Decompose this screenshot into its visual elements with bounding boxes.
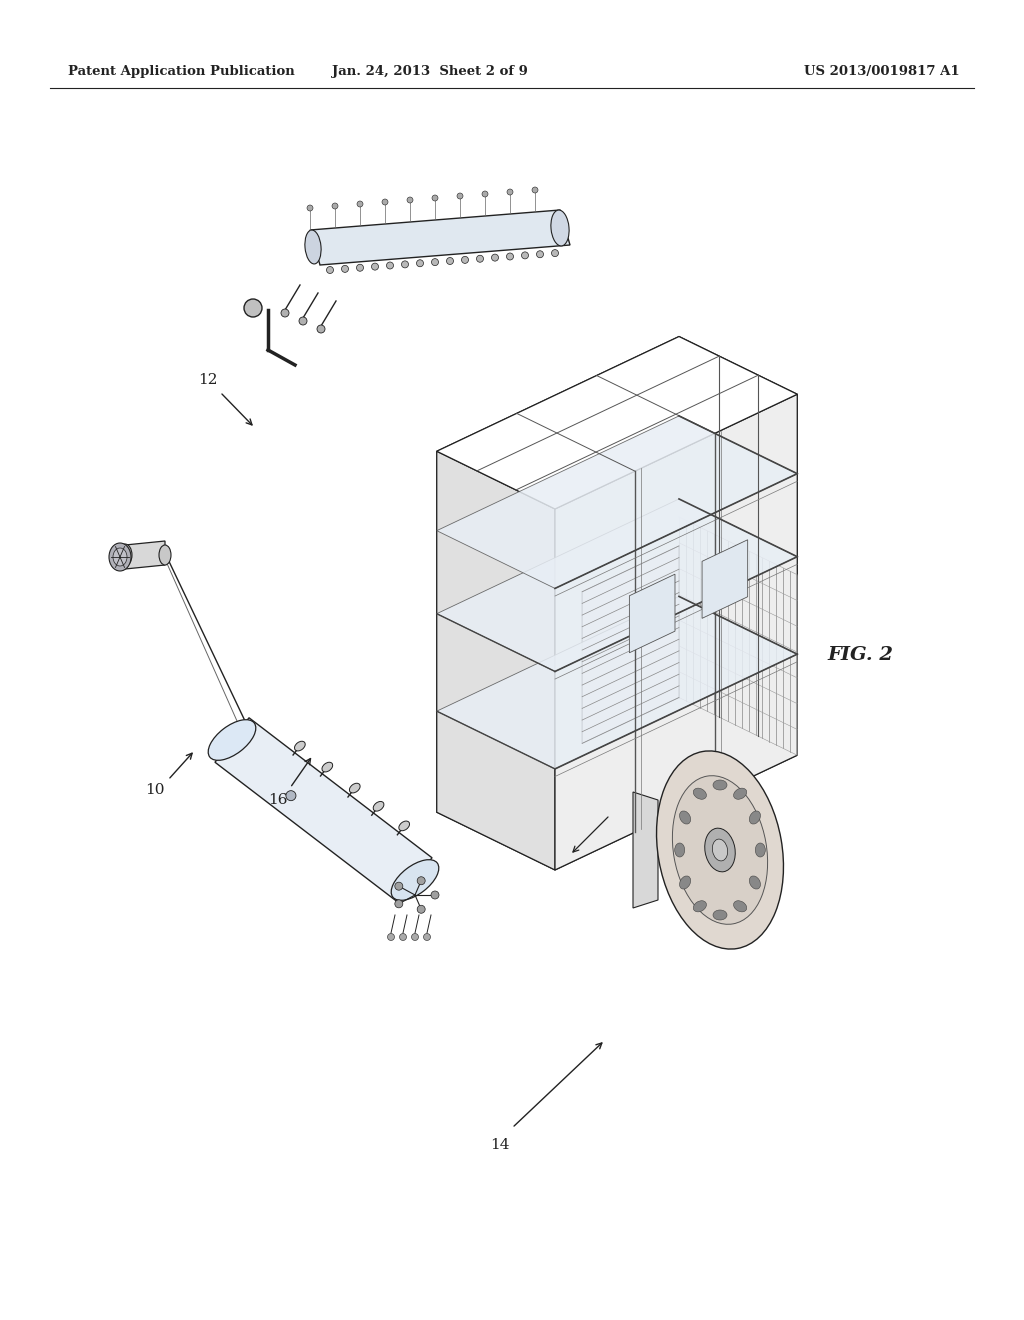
Ellipse shape [113,548,127,566]
Polygon shape [310,210,570,265]
Ellipse shape [401,261,409,268]
Ellipse shape [417,260,424,267]
Text: 14: 14 [490,1138,510,1152]
Ellipse shape [432,195,438,201]
Ellipse shape [244,300,262,317]
Ellipse shape [457,193,463,199]
Ellipse shape [356,264,364,271]
Polygon shape [215,718,432,903]
Ellipse shape [680,876,690,890]
Ellipse shape [507,189,513,195]
Ellipse shape [675,843,685,857]
Ellipse shape [713,840,728,861]
Ellipse shape [349,783,360,793]
Ellipse shape [733,788,746,800]
Ellipse shape [462,256,469,264]
Ellipse shape [322,762,333,772]
Ellipse shape [537,251,544,257]
Ellipse shape [713,909,727,920]
Ellipse shape [482,191,488,197]
Ellipse shape [412,933,419,940]
Polygon shape [437,337,798,510]
Text: US 2013/0019817 A1: US 2013/0019817 A1 [805,66,961,78]
Ellipse shape [507,253,513,260]
Ellipse shape [431,891,439,899]
Ellipse shape [733,900,746,912]
Ellipse shape [118,544,132,566]
Ellipse shape [341,265,348,272]
Polygon shape [125,541,165,569]
Polygon shape [555,395,798,870]
Ellipse shape [395,900,402,908]
Text: 12: 12 [199,374,218,387]
Ellipse shape [299,317,307,325]
Ellipse shape [395,882,402,890]
Ellipse shape [492,255,499,261]
Ellipse shape [424,933,430,940]
Polygon shape [633,792,658,908]
Ellipse shape [327,267,334,273]
Ellipse shape [281,309,289,317]
Polygon shape [437,499,798,672]
Ellipse shape [417,876,425,884]
Ellipse shape [521,252,528,259]
Ellipse shape [387,933,394,940]
Text: FIG. 2: FIG. 2 [827,645,893,664]
Ellipse shape [373,801,384,810]
Ellipse shape [386,261,393,269]
Ellipse shape [446,257,454,264]
Ellipse shape [357,201,362,207]
Polygon shape [679,337,798,755]
Polygon shape [437,451,555,870]
Ellipse shape [295,742,305,751]
Ellipse shape [680,810,690,824]
Ellipse shape [372,263,379,271]
Ellipse shape [286,791,296,801]
Ellipse shape [705,828,735,871]
Ellipse shape [476,255,483,263]
Ellipse shape [532,187,538,193]
Polygon shape [437,416,798,589]
Text: 10: 10 [145,783,165,797]
Polygon shape [582,546,679,743]
Ellipse shape [399,933,407,940]
Text: 16: 16 [268,793,288,807]
Polygon shape [437,697,798,870]
Ellipse shape [693,900,707,912]
Ellipse shape [398,821,410,830]
Ellipse shape [307,205,313,211]
Ellipse shape [317,325,325,333]
Polygon shape [630,574,675,653]
Ellipse shape [673,776,768,924]
Ellipse shape [656,751,783,949]
Text: Patent Application Publication: Patent Application Publication [68,66,295,78]
Ellipse shape [551,210,569,246]
Ellipse shape [159,545,171,565]
Ellipse shape [382,199,388,205]
Ellipse shape [750,810,761,824]
Ellipse shape [109,543,131,572]
Ellipse shape [756,843,765,857]
Ellipse shape [417,906,425,913]
Polygon shape [702,540,748,618]
Ellipse shape [552,249,558,256]
Ellipse shape [305,230,322,264]
Text: Jan. 24, 2013  Sheet 2 of 9: Jan. 24, 2013 Sheet 2 of 9 [332,66,528,78]
Ellipse shape [391,859,439,900]
Ellipse shape [693,788,707,800]
Polygon shape [437,597,798,770]
Ellipse shape [431,259,438,265]
Ellipse shape [332,203,338,209]
Ellipse shape [713,780,727,789]
Ellipse shape [208,719,256,760]
Ellipse shape [407,197,413,203]
Polygon shape [437,337,679,812]
Ellipse shape [750,876,761,890]
